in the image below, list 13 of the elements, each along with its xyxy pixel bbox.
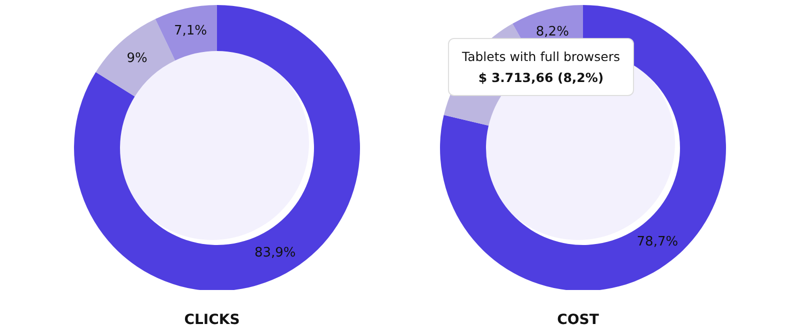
donut-slice <box>96 18 176 97</box>
donut-slice <box>155 5 217 60</box>
text: COST <box>556 312 600 328</box>
text: Tablets with full browsers <box>461 48 621 66</box>
donut-slice <box>440 5 726 290</box>
donut-slice <box>74 5 360 290</box>
data-label: 9% <box>126 50 148 66</box>
data-label: 8,2% <box>536 24 569 40</box>
data-label: 7,1% <box>174 23 207 38</box>
data-label: 78,7% <box>636 234 678 250</box>
text: $ 3.713,66 (8,2%) <box>477 69 605 87</box>
data-label: 83,9% <box>254 245 296 260</box>
text: CLICKS <box>183 312 241 328</box>
